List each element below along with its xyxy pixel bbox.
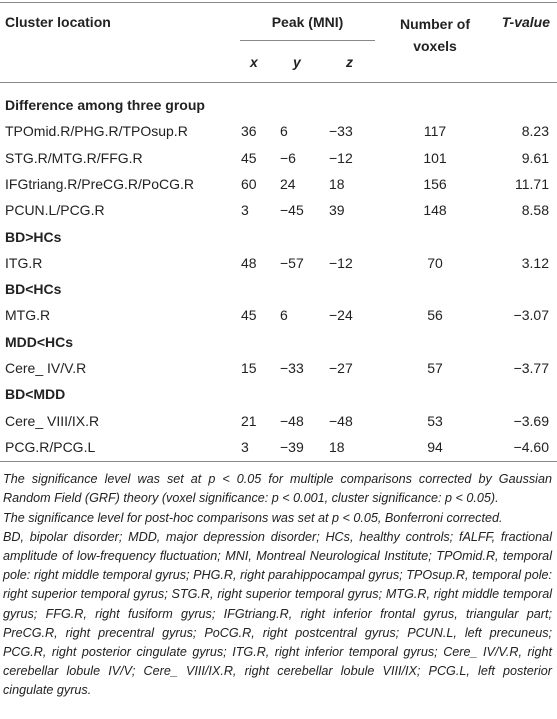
cell: −27 xyxy=(329,360,353,376)
cell: 101 xyxy=(423,149,447,166)
cell: −3.77 xyxy=(513,360,549,376)
rule xyxy=(0,461,557,463)
cell: 11.71 xyxy=(515,175,549,192)
rule xyxy=(0,2,557,3)
cell: −12 xyxy=(329,254,353,271)
row-label: PCUN.L/PCG.R xyxy=(5,202,105,219)
note: BD, bipolar disorder; MDD, major depress… xyxy=(3,529,552,698)
cell: 36 xyxy=(241,123,257,140)
cell: 6 xyxy=(280,123,288,140)
table-notes: The significance level was set at p < 0.… xyxy=(3,470,552,700)
note: The significance level was set at p < 0.… xyxy=(3,472,552,506)
row-label: Cere_ VIII/IX.R xyxy=(5,412,100,429)
cell: 24 xyxy=(280,175,296,192)
cell: −24 xyxy=(329,307,353,324)
row-label: MTG.R xyxy=(5,307,51,324)
row-label: STG.R/MTG.R/FFG.R xyxy=(5,149,143,166)
row-label: ITG.R xyxy=(5,254,43,271)
cell: 156 xyxy=(423,175,447,192)
cell: 45 xyxy=(241,149,257,166)
cell: 3 xyxy=(241,202,249,219)
cell: −3.69 xyxy=(513,412,549,429)
cell: 117 xyxy=(423,123,447,140)
header-cell: x xyxy=(250,54,258,70)
cell: 18 xyxy=(329,175,345,192)
header-cell: T-value xyxy=(501,14,550,30)
rule xyxy=(240,40,375,41)
cell: −48 xyxy=(280,412,304,429)
row-label: TPOmid.R/PHG.R/TPOsup.R xyxy=(5,123,188,140)
section-title: MDD<HCs xyxy=(5,333,74,350)
cell: −48 xyxy=(329,412,353,429)
cell: 45 xyxy=(241,307,257,324)
cell: 148 xyxy=(423,202,447,219)
cell: 8.23 xyxy=(521,123,549,140)
row-label: PCG.R/PCG.L xyxy=(5,438,96,455)
cell: −57 xyxy=(280,254,304,271)
cell: −12 xyxy=(329,149,353,166)
header-cell: y xyxy=(293,54,301,70)
cell: 21 xyxy=(241,412,257,429)
cell: 57 xyxy=(427,360,443,376)
cell: −33 xyxy=(280,360,304,376)
section-title: BD>HCs xyxy=(5,228,62,245)
row-label: IFGtriang.R/PreCG.R/PoCG.R xyxy=(5,175,195,192)
cell: −3.07 xyxy=(513,307,549,324)
cell: 48 xyxy=(241,254,257,271)
header-cell: Number of voxels xyxy=(400,16,470,54)
section-title: BD<HCs xyxy=(5,281,62,298)
header-cell: Cluster location xyxy=(5,14,111,30)
cell: 3 xyxy=(241,438,249,455)
rule xyxy=(0,82,557,83)
cell: −4.60 xyxy=(513,438,549,455)
section-title: BD<MDD xyxy=(5,386,66,403)
cell: 8.58 xyxy=(521,202,549,219)
cell: 53 xyxy=(427,412,443,429)
cell: 94 xyxy=(427,438,443,455)
cell: 3.12 xyxy=(521,254,549,271)
cell: 56 xyxy=(427,307,443,324)
note: The significance level for post-hoc comp… xyxy=(3,510,503,525)
row-label: Cere_ IV/V.R xyxy=(5,360,87,376)
cell: 70 xyxy=(427,254,443,271)
cell: 9.61 xyxy=(521,149,549,166)
cell: −45 xyxy=(280,202,304,219)
cell: 60 xyxy=(241,175,257,192)
section-title: Difference among three group xyxy=(5,97,205,113)
cell: −39 xyxy=(280,438,304,455)
cell: −6 xyxy=(280,149,296,166)
header-cell: z xyxy=(346,54,353,70)
cell: 39 xyxy=(329,202,345,219)
cell: −33 xyxy=(329,123,353,140)
cell: 15 xyxy=(241,360,257,376)
cell: 18 xyxy=(329,438,345,455)
cell: 6 xyxy=(280,307,288,324)
header-cell: Peak (MNI) xyxy=(271,14,344,30)
